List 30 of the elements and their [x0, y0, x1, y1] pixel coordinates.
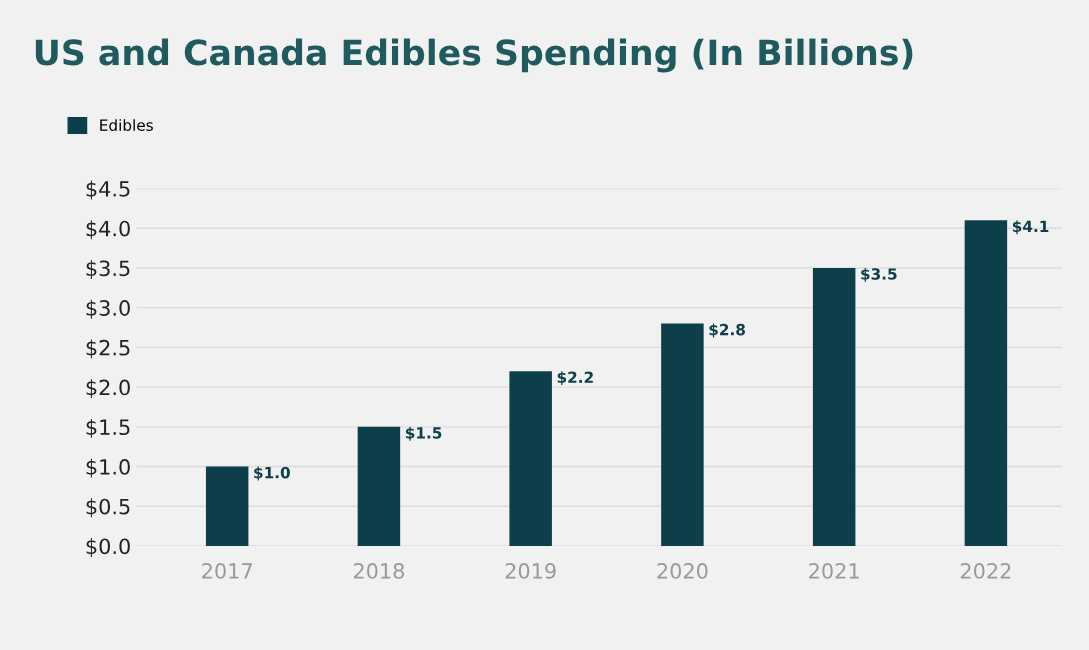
- y-tick-label: $2.5: [86, 339, 130, 359]
- text: $2.2: [557, 371, 593, 386]
- bar: [812, 267, 856, 546]
- bar: [661, 323, 704, 546]
- y-tick-label: $4.0: [86, 220, 130, 240]
- text: $1.0: [254, 466, 290, 481]
- x-tick-label: 2019: [505, 563, 556, 579]
- y-tick-label: $0.5: [86, 498, 130, 518]
- y-tick-label: $2.0: [86, 379, 130, 399]
- x-tick-label: 2017: [202, 563, 252, 579]
- legend-label: Edibles: [100, 119, 153, 131]
- text: $3.5: [861, 267, 897, 282]
- y-tick-label: $0.0: [86, 538, 130, 557]
- bar: [509, 371, 552, 546]
- x-tick-label: 2018: [353, 563, 404, 579]
- text: $2.8: [709, 323, 745, 338]
- y-tick-label: $1.0: [86, 458, 130, 478]
- text: $1.5: [405, 426, 442, 441]
- bar: [205, 466, 249, 546]
- y-tick-label: $1.5: [86, 418, 130, 438]
- bar: [964, 220, 1008, 546]
- y-tick-label: $3.0: [86, 299, 130, 319]
- x-tick-label: 2022: [960, 563, 1011, 579]
- y-tick-label: $4.5: [86, 180, 130, 200]
- text: $4.1: [1012, 220, 1049, 235]
- chart-title: US and Canada Edibles Spending (In Billions): [35, 38, 913, 73]
- y-tick-label: $3.5: [86, 260, 130, 279]
- bar: [357, 426, 401, 546]
- x-tick-label: 2020: [657, 563, 708, 579]
- x-tick-label: 2021: [809, 563, 859, 579]
